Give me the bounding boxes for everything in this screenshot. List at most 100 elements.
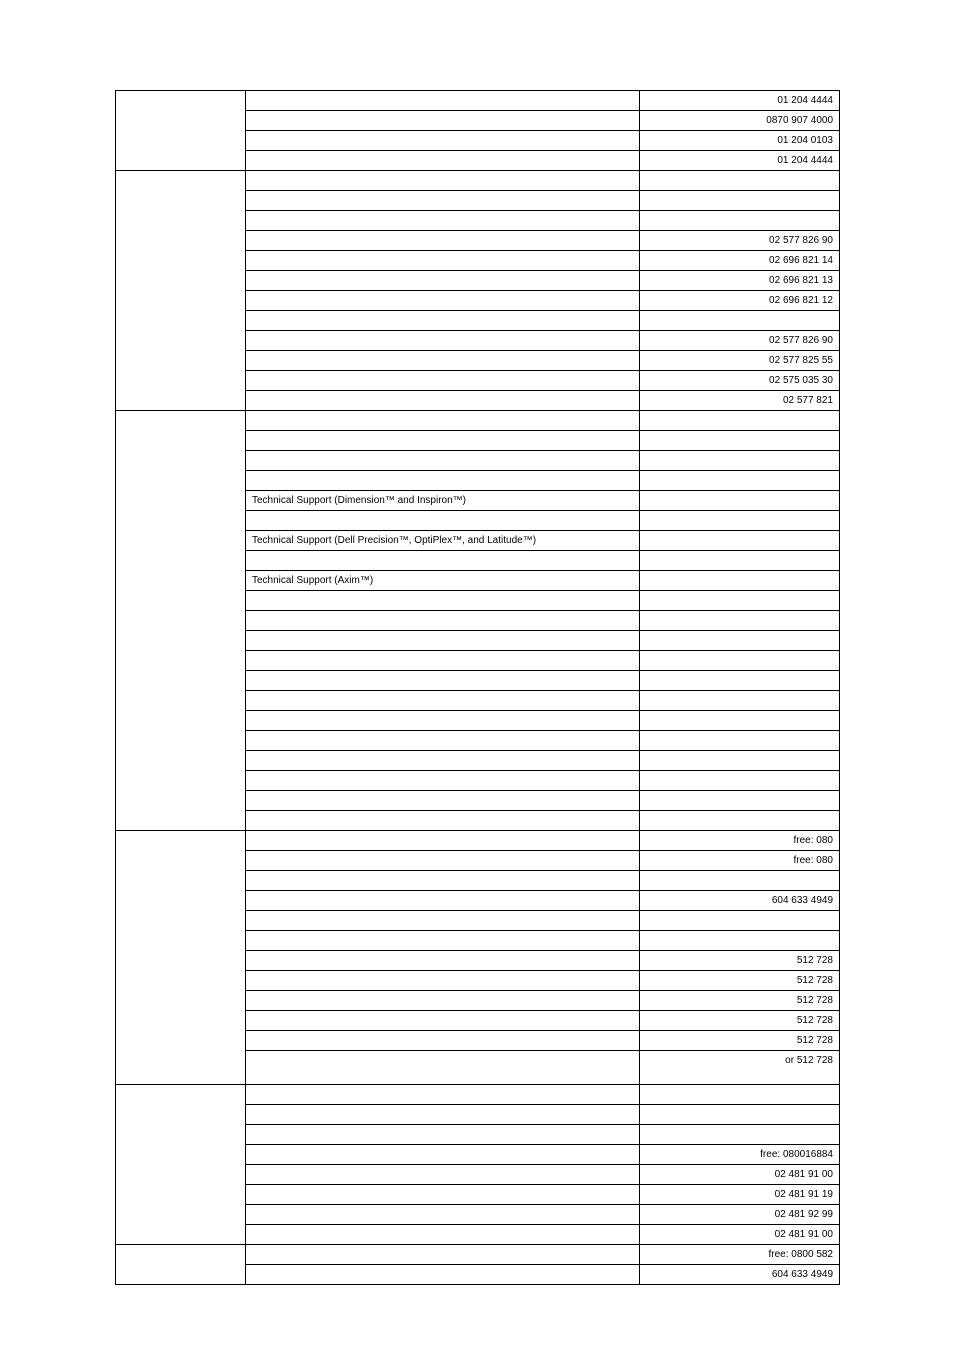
table-row: 512 728 (116, 951, 840, 971)
table-row: 02 696 821 14 (116, 251, 840, 271)
cell-left (116, 851, 246, 871)
cell-mid (246, 1265, 640, 1285)
table-row: 512 728 (116, 971, 840, 991)
cell-right (640, 1085, 840, 1105)
cell-right: 02 696 821 12 (640, 291, 840, 311)
cell-right (640, 1125, 840, 1145)
cell-right: 01 204 4444 (640, 91, 840, 111)
cell-left (116, 511, 246, 531)
cell-left (116, 351, 246, 371)
cell-left (116, 111, 246, 131)
table-row (116, 431, 840, 451)
cell-mid (246, 991, 640, 1011)
cell-left (116, 391, 246, 411)
cell-right: 02 577 825 55 (640, 351, 840, 371)
table-row (116, 651, 840, 671)
cell-mid (246, 811, 640, 831)
cell-mid (246, 671, 640, 691)
table-row: 02 575 035 30 (116, 371, 840, 391)
cell-mid (246, 731, 640, 751)
cell-mid (246, 471, 640, 491)
cell-left (116, 1145, 246, 1165)
table-row (116, 771, 840, 791)
cell-mid (246, 131, 640, 151)
table-row: 02 481 91 00 (116, 1165, 840, 1185)
cell-left (116, 751, 246, 771)
table-row: 01 204 4444 (116, 151, 840, 171)
cell-left (116, 1205, 246, 1225)
cell-left (116, 551, 246, 571)
table-row: free: 080 (116, 851, 840, 871)
table-row (116, 911, 840, 931)
cell-right: 02 481 92 99 (640, 1205, 840, 1225)
table-row (116, 711, 840, 731)
table-row (116, 511, 840, 531)
cell-mid (246, 1031, 640, 1051)
cell-left (116, 1105, 246, 1125)
cell-mid (246, 1165, 640, 1185)
cell-left (116, 591, 246, 611)
cell-right (640, 311, 840, 331)
cell-left (116, 491, 246, 511)
cell-left (116, 251, 246, 271)
cell-left (116, 91, 246, 111)
cell-mid (246, 191, 640, 211)
table-row (116, 171, 840, 191)
cell-left (116, 631, 246, 651)
cell-mid (246, 911, 640, 931)
table-row (116, 191, 840, 211)
cell-right: free: 080 (640, 831, 840, 851)
cell-left (116, 731, 246, 751)
cell-mid (246, 1105, 640, 1125)
cell-left (116, 1051, 246, 1085)
table-row: 604 633 4949 (116, 891, 840, 911)
table-row: 512 728 (116, 991, 840, 1011)
cell-mid (246, 331, 640, 351)
table-row (116, 811, 840, 831)
cell-left (116, 151, 246, 171)
cell-left (116, 791, 246, 811)
cell-mid (246, 411, 640, 431)
cell-right (640, 691, 840, 711)
cell-left (116, 311, 246, 331)
cell-left (116, 691, 246, 711)
cell-right: or 512 728 (640, 1051, 840, 1085)
cell-left (116, 571, 246, 591)
cell-left (116, 1185, 246, 1205)
table-row: or 512 728 (116, 1051, 840, 1085)
cell-mid (246, 931, 640, 951)
cell-mid (246, 771, 640, 791)
cell-mid (246, 891, 640, 911)
cell-right (640, 751, 840, 771)
cell-right (640, 871, 840, 891)
cell-right: 512 728 (640, 971, 840, 991)
table-row (116, 691, 840, 711)
cell-right: free: 080 (640, 851, 840, 871)
table-row: Technical Support (Axim™) (116, 571, 840, 591)
cell-right (640, 191, 840, 211)
cell-right: 01 204 0103 (640, 131, 840, 151)
table-row: free: 080016884 (116, 1145, 840, 1165)
cell-mid (246, 371, 640, 391)
cell-right (640, 471, 840, 491)
table-row (116, 311, 840, 331)
cell-right: 02 696 821 14 (640, 251, 840, 271)
cell-mid (246, 551, 640, 571)
cell-right: 512 728 (640, 1011, 840, 1031)
cell-mid (246, 1205, 640, 1225)
table-row (116, 631, 840, 651)
cell-left (116, 291, 246, 311)
table-row: 01 204 0103 (116, 131, 840, 151)
cell-left (116, 411, 246, 431)
cell-mid (246, 211, 640, 231)
cell-mid (246, 171, 640, 191)
cell-mid (246, 631, 640, 651)
cell-left (116, 1031, 246, 1051)
table-row (116, 551, 840, 571)
table-row (116, 211, 840, 231)
cell-right: free: 0800 582 (640, 1245, 840, 1265)
cell-right (640, 791, 840, 811)
table-row (116, 751, 840, 771)
cell-mid (246, 971, 640, 991)
cell-right (640, 411, 840, 431)
